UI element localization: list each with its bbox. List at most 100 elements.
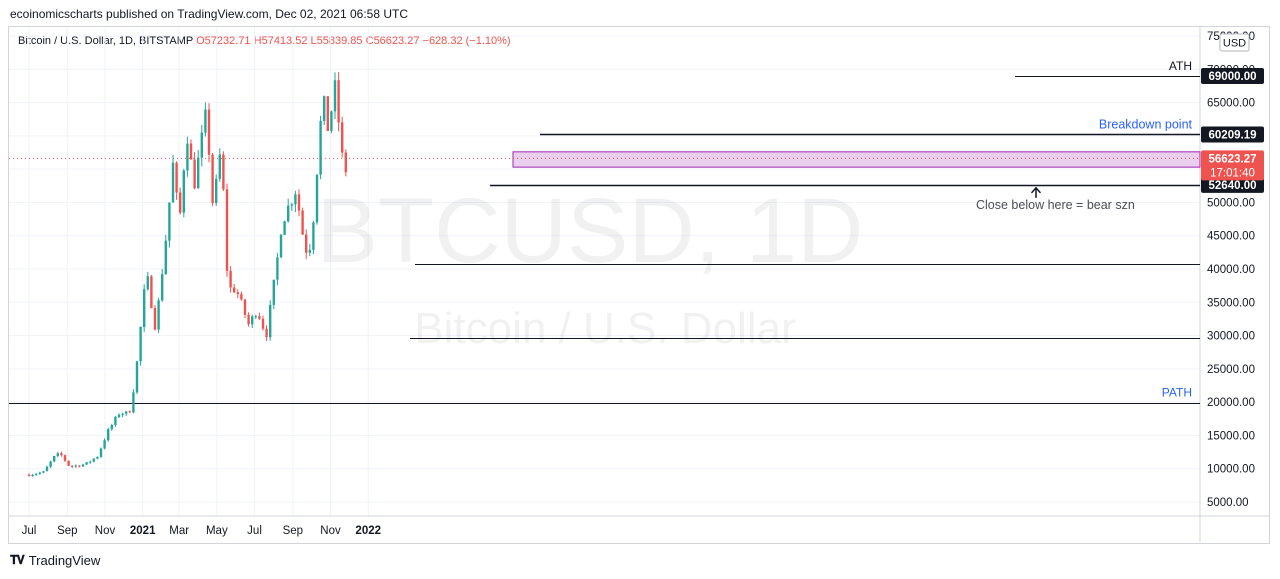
candle-body (71, 465, 74, 467)
candle-body (254, 316, 257, 318)
high-label: H (253, 35, 262, 47)
candle-body (157, 300, 160, 330)
level-tag-bear-text: 52640.00 (1209, 180, 1257, 192)
candle-body (229, 270, 232, 288)
candle-body (301, 210, 304, 235)
close-value: 56623.27 (373, 35, 420, 47)
candle-body (265, 328, 268, 338)
high-value: 57413.52 (261, 35, 308, 47)
low-value: 55839.85 (316, 35, 363, 47)
price-tick-label: 10000.00 (1207, 464, 1255, 476)
candle-body (330, 111, 333, 132)
candle-body (114, 416, 117, 426)
symbol-name[interactable]: Bitcoin / U.S. Dollar, 1D, BITSTAMP (18, 35, 194, 47)
candle-body (225, 189, 229, 271)
candle-body (297, 194, 301, 211)
candle-body (337, 80, 340, 123)
candle-body (333, 80, 337, 112)
footer-brand[interactable]: 𝐓𝐕 TradingView (10, 553, 100, 568)
price-tick-label: 35000.00 (1207, 297, 1255, 309)
price-tick-label: 15000.00 (1207, 430, 1255, 442)
candle-body (218, 154, 221, 179)
candle-body (153, 307, 157, 330)
candle-body (233, 287, 236, 293)
candle-body (308, 249, 311, 253)
candle-body (276, 257, 279, 280)
tradingview-logo-icon: 𝐓𝐕 (10, 553, 25, 567)
candle-body (247, 314, 250, 325)
close-label: C (365, 35, 374, 47)
candle-body (85, 462, 88, 465)
candle-body (53, 456, 56, 462)
price-tick-label: 50000.00 (1207, 197, 1255, 209)
candle-body (287, 205, 290, 222)
candle-body (110, 425, 113, 430)
candle-body (211, 154, 214, 204)
watermark-name: Bitcoin / U.S. Dollar (414, 304, 795, 353)
annotation-ath: ATH (1169, 59, 1192, 73)
candle-body (269, 304, 272, 338)
candle-body (74, 465, 77, 467)
candle-body (164, 240, 167, 275)
candle-body (168, 202, 171, 241)
candle-body (312, 222, 315, 250)
candle-body (207, 109, 211, 155)
candle-body (31, 474, 34, 477)
candle-body (125, 411, 128, 414)
price-tick-label: 30000.00 (1207, 331, 1255, 343)
open-value: 57232.71 (204, 35, 251, 47)
watermark-ticker: BTCUSD, 1D (317, 180, 864, 282)
candle-body (143, 289, 146, 328)
candle-body (81, 464, 85, 467)
price-tick-label: 40000.00 (1207, 264, 1255, 276)
candle-body (128, 411, 131, 413)
candle-body (258, 316, 261, 319)
level-tag-breakdown-text: 60209.19 (1209, 129, 1257, 141)
candle-body (92, 458, 95, 462)
candle-body (49, 461, 52, 467)
price-tick-label: 25000.00 (1207, 364, 1255, 376)
time-tick-label: Jul (247, 525, 262, 537)
arrow-up-head (1030, 186, 1042, 194)
grid (9, 27, 1270, 542)
candle-body (251, 316, 254, 325)
candle-body (319, 120, 322, 175)
time-tick-label: Nov (95, 525, 116, 537)
candle-body (193, 159, 196, 189)
price-axis: 75000.0070000.0065000.0060000.0055000.00… (1207, 31, 1255, 509)
bar-countdown-text: 17:01:40 (1210, 167, 1255, 179)
candle-body (182, 170, 185, 213)
candle-body (290, 204, 293, 206)
price-tick-label: 65000.00 (1207, 98, 1255, 110)
candle-body (89, 461, 92, 463)
candle-body (67, 460, 70, 466)
time-axis: Jul Sep Nov 2021 Mar May Jul Sep Nov 2022 (22, 525, 381, 537)
candle-body (236, 292, 239, 295)
candle-body (42, 471, 45, 473)
candle-body (96, 456, 99, 459)
candle-body (294, 194, 297, 205)
candle-body (161, 274, 164, 301)
candle-body (146, 276, 149, 290)
candle-body (305, 234, 308, 253)
candle-body (326, 96, 329, 132)
candle-body (150, 276, 153, 308)
candle-body (99, 448, 103, 457)
candle-body (121, 413, 124, 415)
last-price-tag (1201, 150, 1264, 181)
publish-line: ecoinomicscharts published on TradingVie… (10, 7, 408, 21)
time-tick-label: Mar (169, 525, 189, 537)
candle-body (243, 299, 247, 315)
candle-body (60, 453, 63, 456)
supply-zone-box[interactable] (512, 151, 1201, 168)
candle-body (139, 327, 142, 362)
candle-body (200, 132, 203, 158)
price-tick-label: 5000.00 (1207, 497, 1249, 509)
time-tick-label: May (206, 525, 228, 537)
candle-body (27, 474, 31, 477)
candle-body (279, 234, 283, 258)
candle-body (283, 221, 286, 235)
candle-body (323, 96, 326, 121)
level-tag-ath (1201, 67, 1264, 84)
